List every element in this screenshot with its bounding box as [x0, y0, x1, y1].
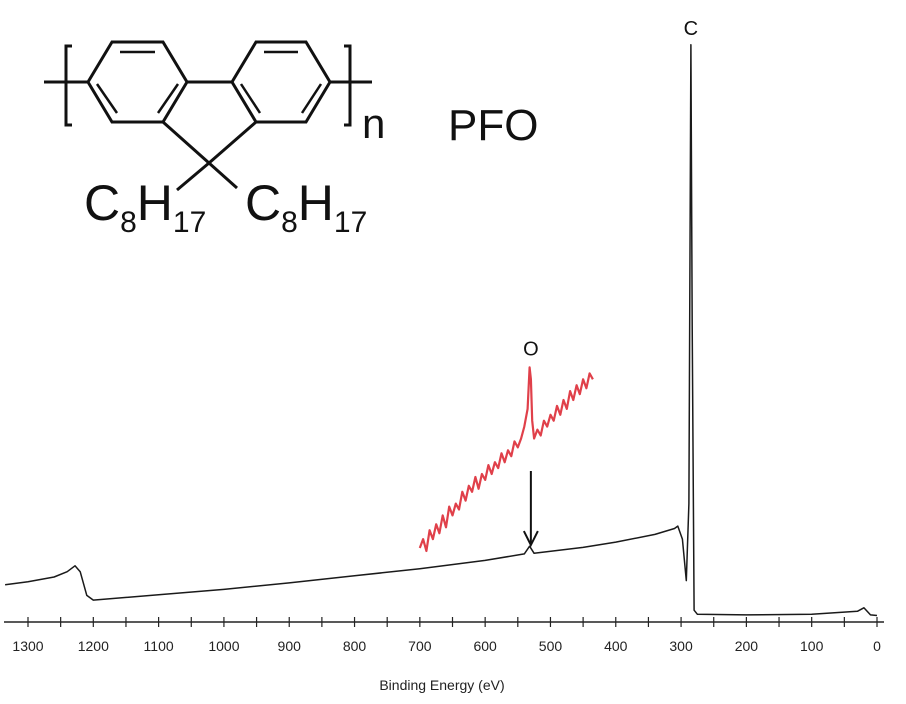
pfo-structure: [44, 40, 372, 192]
peak-label-c: C: [684, 18, 698, 40]
x-axis-label: Binding Energy (eV): [379, 677, 504, 693]
annotations: CO: [522, 18, 698, 548]
x-tick-label: 200: [735, 638, 759, 654]
peak-label-o: O: [523, 338, 539, 360]
x-tick-label: 900: [278, 638, 302, 654]
x-tick-label: 1200: [78, 638, 109, 654]
x-tick-label: 700: [408, 638, 432, 654]
x-tick-label: 1000: [208, 638, 239, 654]
survey-spectrum-line: [5, 44, 878, 617]
polymer-name-label: PFO: [448, 101, 538, 150]
substituent-right: C8H17: [245, 175, 367, 239]
repeat-unit-n: n: [362, 100, 385, 147]
x-axis: 1300 1200 1100 1000 900 800 700 600 500 400 300 200…: [4, 617, 884, 654]
series-group: [5, 44, 878, 617]
x-tick-label: 800: [343, 638, 367, 654]
x-tick-label: 1300: [12, 638, 43, 654]
x-tick-label: 1100: [144, 638, 174, 654]
x-tick-label: 0: [873, 638, 881, 654]
x-tick-label: 300: [669, 638, 693, 654]
x-tick-label: 600: [473, 638, 497, 654]
o1s-inset-line: [418, 366, 594, 553]
substituent-left: C8H17: [84, 175, 206, 239]
x-tick-label: 400: [604, 638, 628, 654]
arrow-head-icon: [522, 530, 539, 548]
x-tick-label: 100: [800, 638, 824, 654]
x-tick-label: 500: [539, 638, 563, 654]
